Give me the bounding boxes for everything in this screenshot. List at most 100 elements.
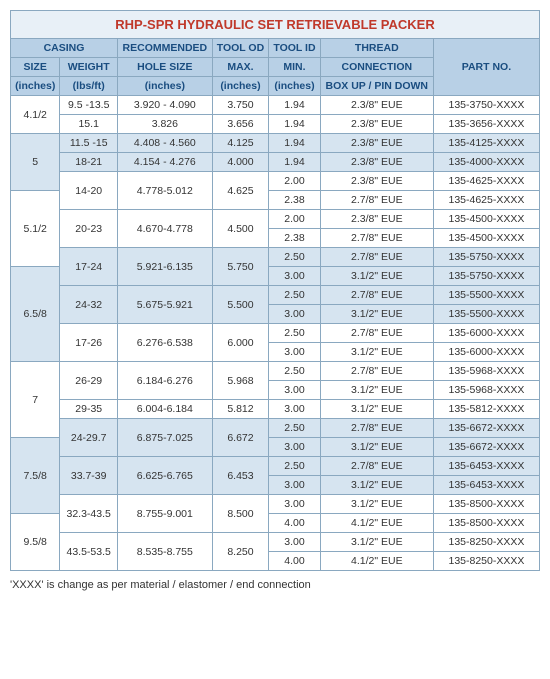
hdr-part: PART NO. [433,39,539,96]
cell-hole: 4.154 - 4.276 [118,153,213,172]
cell-weight: 26-29 [60,362,118,400]
cell-tid: 2.00 [269,172,320,191]
cell-part: 135-4000-XXXX [433,153,539,172]
hdr-weight-u: (lbs/ft) [60,77,118,96]
cell-tod: 5.500 [212,286,269,324]
cell-thread: 2.3/8" EUE [320,115,433,134]
cell-tid: 2.50 [269,248,320,267]
packer-table: RHP-SPR HYDRAULIC SET RETRIEVABLE PACKER… [10,10,540,571]
cell-tid: 3.00 [269,343,320,362]
hdr-thread3: BOX UP / PIN DOWN [320,77,433,96]
hdr-weight: WEIGHT [60,58,118,77]
cell-tid: 3.00 [269,267,320,286]
cell-hole: 8.535-8.755 [118,533,213,571]
cell-tid: 3.00 [269,495,320,514]
hdr-tid2: MIN. [269,58,320,77]
cell-part: 135-6453-XXXX [433,476,539,495]
cell-size: 7 [11,362,60,438]
cell-part: 135-5500-XXXX [433,286,539,305]
cell-weight: 18-21 [60,153,118,172]
hdr-size: SIZE [11,58,60,77]
cell-tid: 3.00 [269,438,320,457]
cell-tod: 3.656 [212,115,269,134]
cell-tod: 5.812 [212,400,269,419]
hdr-hole: RECOMMENDED [118,39,213,58]
hdr-tid-u: (inches) [269,77,320,96]
cell-tod: 4.625 [212,172,269,210]
cell-hole: 6.276-6.538 [118,324,213,362]
cell-thread: 3.1/2" EUE [320,343,433,362]
cell-part: 135-6000-XXXX [433,343,539,362]
cell-part: 135-4625-XXXX [433,172,539,191]
cell-weight: 33.7-39 [60,457,118,495]
table-title: RHP-SPR HYDRAULIC SET RETRIEVABLE PACKER [11,11,540,39]
cell-hole: 3.920 - 4.090 [118,96,213,115]
cell-part: 135-4625-XXXX [433,191,539,210]
hdr-toolid: TOOL ID [269,39,320,58]
table-row: 32.3-43.58.755-9.0018.5003.003.1/2" EUE1… [11,495,540,514]
cell-part: 135-8250-XXXX [433,552,539,571]
cell-tid: 2.00 [269,210,320,229]
cell-tid: 2.50 [269,324,320,343]
cell-hole: 5.921-6.135 [118,248,213,286]
cell-part: 135-4500-XXXX [433,210,539,229]
cell-weight: 24-29.7 [60,419,118,457]
cell-part: 135-3750-XXXX [433,96,539,115]
table-row: 24-325.675-5.9215.5002.502.7/8" EUE135-5… [11,286,540,305]
cell-weight: 29-35 [60,400,118,419]
cell-tid: 1.94 [269,153,320,172]
cell-part: 135-4500-XXXX [433,229,539,248]
cell-tid: 4.00 [269,514,320,533]
cell-part: 135-5968-XXXX [433,362,539,381]
cell-tid: 3.00 [269,381,320,400]
cell-tod: 8.250 [212,533,269,571]
table-row: 14-204.778-5.0124.6252.002.3/8" EUE135-4… [11,172,540,191]
cell-tid: 2.50 [269,362,320,381]
cell-hole: 6.004-6.184 [118,400,213,419]
cell-hole: 6.875-7.025 [118,419,213,457]
cell-part: 135-5750-XXXX [433,248,539,267]
cell-hole: 4.408 - 4.560 [118,134,213,153]
cell-hole: 6.184-6.276 [118,362,213,400]
cell-tod: 4.500 [212,210,269,248]
cell-thread: 4.1/2" EUE [320,552,433,571]
cell-thread: 2.7/8" EUE [320,286,433,305]
cell-tod: 4.000 [212,153,269,172]
cell-part: 135-5968-XXXX [433,381,539,400]
cell-part: 135-6672-XXXX [433,419,539,438]
cell-hole: 8.755-9.001 [118,495,213,533]
cell-tod: 8.500 [212,495,269,533]
cell-weight: 43.5-53.5 [60,533,118,571]
cell-thread: 2.3/8" EUE [320,134,433,153]
cell-thread: 3.1/2" EUE [320,533,433,552]
cell-thread: 3.1/2" EUE [320,305,433,324]
table-row: 726-296.184-6.2765.9682.502.7/8" EUE135-… [11,362,540,381]
table-row: 29-356.004-6.1845.8123.003.1/2" EUE135-5… [11,400,540,419]
cell-thread: 3.1/2" EUE [320,476,433,495]
cell-tod: 4.125 [212,134,269,153]
hdr-thread: THREAD [320,39,433,58]
cell-hole: 3.826 [118,115,213,134]
cell-thread: 3.1/2" EUE [320,400,433,419]
cell-tid: 2.50 [269,286,320,305]
table-row: 15.13.8263.6561.942.3/8" EUE135-3656-XXX… [11,115,540,134]
cell-part: 135-5750-XXXX [433,267,539,286]
cell-hole: 4.778-5.012 [118,172,213,210]
cell-thread: 2.7/8" EUE [320,229,433,248]
cell-tod: 5.968 [212,362,269,400]
cell-part: 135-6000-XXXX [433,324,539,343]
table-row: 24-29.76.875-7.0256.6722.502.7/8" EUE135… [11,419,540,438]
table-row: 43.5-53.58.535-8.7558.2503.003.1/2" EUE1… [11,533,540,552]
hdr-size-u: (inches) [11,77,60,96]
cell-tid: 2.50 [269,457,320,476]
cell-weight: 11.5 -15 [60,134,118,153]
cell-weight: 17-24 [60,248,118,286]
table-row: 20-234.670-4.7784.5002.002.3/8" EUE135-4… [11,210,540,229]
cell-tid: 3.00 [269,533,320,552]
cell-part: 135-5812-XXXX [433,400,539,419]
cell-weight: 14-20 [60,172,118,210]
cell-tid: 1.94 [269,96,320,115]
cell-thread: 2.7/8" EUE [320,419,433,438]
table-row: 511.5 -154.408 - 4.5604.1251.942.3/8" EU… [11,134,540,153]
table-row: 18-214.154 - 4.2764.0001.942.3/8" EUE135… [11,153,540,172]
